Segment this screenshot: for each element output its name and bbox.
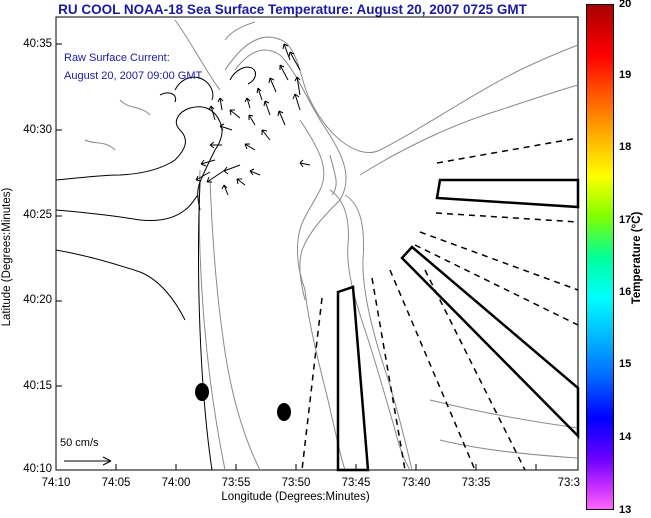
colorbar-tick: 20 (619, 0, 632, 10)
current-vectors (195, 43, 311, 196)
scale-arrow (64, 456, 112, 466)
station-marker (195, 383, 209, 401)
x-axis-label: Longitude (Degrees:Minutes) (221, 491, 370, 503)
dashed-lines (301, 137, 579, 471)
transect-polygon-south (336, 285, 370, 472)
x-tick-label: 73:3 (557, 477, 580, 489)
y-axis-label: Latitude (Degrees:Minutes) (1, 187, 13, 327)
colorbar-tick: 15 (619, 358, 632, 370)
x-tick-label: 73:35 (461, 477, 491, 489)
y-tick-label: 40:30 (23, 124, 52, 136)
transect-polygon-east (435, 178, 580, 209)
y-tick-label: 40:35 (23, 38, 52, 50)
colorbar-tick: 18 (619, 141, 632, 153)
legend-current-time: August 20, 2007 09:00 GMT (64, 70, 203, 82)
colorbar-tick: 13 (619, 504, 632, 516)
x-tick-label: 73:40 (401, 477, 431, 489)
colorbar-tick: 19 (619, 69, 632, 81)
transect-polygon-southeast (400, 245, 580, 440)
x-tick-label: 73:50 (281, 477, 311, 489)
temperature-colorbar (586, 4, 614, 510)
x-tick-label: 74:10 (41, 477, 71, 489)
colorbar-tick: 17 (619, 214, 632, 226)
y-tick-label: 40:10 (23, 463, 52, 475)
colorbar-title: Temperature (°C) (631, 211, 643, 305)
x-tick-label: 73:55 (221, 477, 251, 489)
station-markers (195, 383, 291, 421)
transect-polygons (336, 178, 580, 472)
map-title: RU COOL NOAA-18 Sea Surface Temperature:… (58, 2, 527, 17)
plot-frame (55, 16, 579, 471)
station-marker (277, 403, 291, 421)
axis-ticks (56, 43, 537, 470)
scale-label: 50 cm/s (60, 437, 99, 449)
coastline (55, 66, 256, 471)
y-tick-label: 40:25 (23, 209, 52, 221)
x-tick-label: 73:45 (341, 477, 371, 489)
x-tick-label: 74:05 (101, 477, 131, 489)
y-tick-label: 40:15 (23, 380, 52, 392)
colorbar-tick: 14 (619, 431, 632, 443)
colorbar-tick: 16 (619, 286, 632, 298)
y-tick-label: 40:20 (23, 294, 52, 306)
x-tick-label: 74:00 (161, 477, 191, 489)
legend-current-label: Raw Surface Current: (64, 52, 170, 64)
